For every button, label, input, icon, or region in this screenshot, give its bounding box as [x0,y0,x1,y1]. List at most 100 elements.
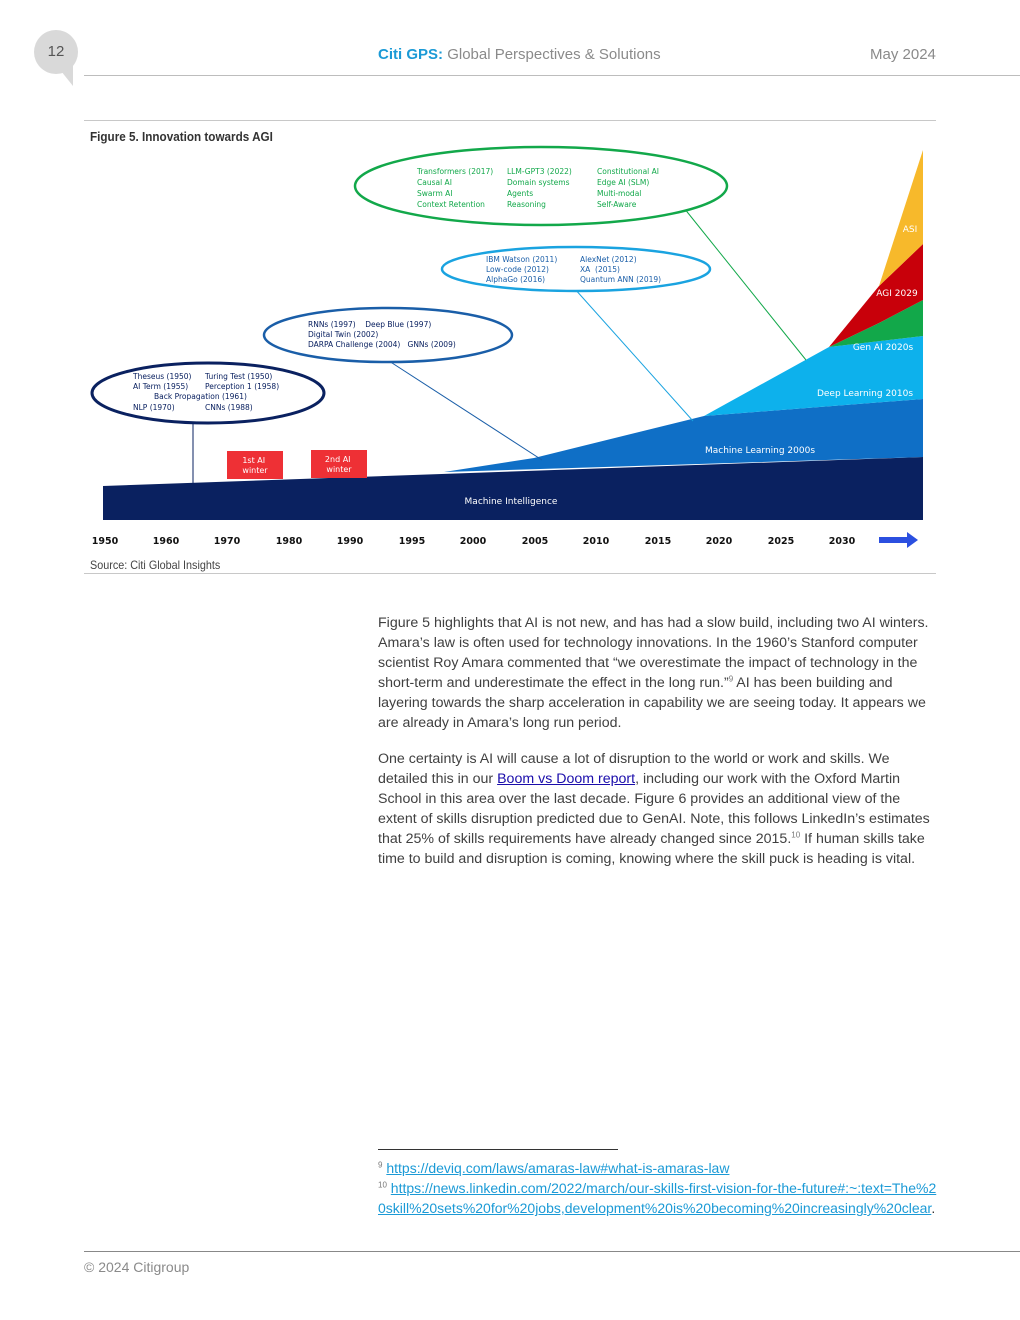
bubble-3-col1-line-2: Low-code (2012) [486,265,549,274]
bubble-2-line-1: RNNs (1997) Deep Blue (1997) [308,320,431,329]
layer-deep-learning [704,336,923,416]
label-gen-ai: Gen AI 2020s [853,343,914,353]
x-tick-label: 1960 [153,536,180,547]
paragraph-1: Figure 5 highlights that AI is not new, … [378,613,934,733]
footnote-divider [378,1149,618,1150]
x-tick-label: 1950 [92,536,119,547]
bubble-4-col2-line-3: Agents [507,189,533,198]
x-tick-label: 1970 [214,536,241,547]
x-tick-label: 2015 [645,536,671,547]
label-agi: AGI 2029 [876,289,918,299]
connector-bubble-4 [683,207,807,361]
bubble-4-col3-line-3: Multi-modal [597,189,641,198]
header-subtitle: Global Perspectives & Solutions [447,46,661,63]
bubble-4-col1-line-4: Context Retention [417,200,485,209]
copyright: © 2024 Citigroup [84,1259,190,1275]
running-header: Citi GPS: Global Perspectives & Solution… [378,46,661,63]
layer-gen-ai [784,300,923,378]
layer-machine-intelligence [103,457,923,520]
x-tick-label: 2030 [829,536,856,547]
connector-bubble-3 [573,287,694,422]
label-deep-learning: Deep Learning 2010s [817,389,913,399]
bubble-4-col1-line-3: Swarm AI [417,189,452,198]
x-tick-label: 1980 [276,536,303,547]
bubble-4-col3-line-1: Constitutional AI [597,167,659,176]
bubble-1-col1-line-1: Theseus (1950) [132,372,192,381]
bubble-3-col1-line-3: AlphaGo (2016) [486,275,545,284]
x-tick-label: 2010 [583,536,610,547]
footnote-10: 10 https://news.linkedin.com/2022/march/… [378,1178,938,1218]
bubble-2-text: RNNs (1997) Deep Blue (1997) Digital Twi… [308,320,456,349]
bubble-4-outline [353,145,729,227]
x-tick-label: 2000 [460,536,487,547]
bubble-1-col2-line-3: CNNs (1988) [205,403,253,412]
bubble-3-col1-line-1: IBM Watson (2011) [486,255,557,264]
bubble-1-center-line: Back Propagation (1961) [154,392,247,401]
footnotes: 9 https://deviq.com/laws/amaras-law#what… [378,1158,938,1218]
bubble-4-text: Transformers (2017) Causal AI Swarm AI C… [416,167,659,209]
bubble-1-col1-line-3: NLP (1970) [133,403,175,412]
future-arrow-icon [879,532,918,548]
footnote-ref-9[interactable]: 9 [728,674,734,684]
bubble-3-col2-line-1: AlexNet (2012) [580,255,637,264]
figure-top-divider [84,120,936,121]
bubble-1-col2-line-1: Turing Test (1950) [204,372,272,381]
paragraph-1-text-b: AI has been building and layering toward… [378,675,926,731]
paragraph-2-text-a: One certainty is AI will cause a lot of … [378,751,890,787]
bubble-4-col3-line-2: Edge AI (SLM) [597,178,649,187]
label-machine-learning: Machine Learning 2000s [705,446,815,456]
footnote-10-link[interactable]: https://news.linkedin.com/2022/march/our… [378,1180,937,1216]
footnote-10-end: . [931,1200,936,1216]
winter-2-line-2: winter [326,465,352,474]
bubble-3-col2-line-3: Quantum ANN (2019) [580,275,661,284]
winter-1-line-1: 1st AI [242,456,265,465]
layer-agi [829,244,923,347]
paragraph-2: One certainty is AI will cause a lot of … [378,749,934,869]
paragraph-2-text-c: If human skills take time to build and d… [378,831,925,867]
paragraph-2-text-b: , including our work with the Oxford Mar… [378,771,930,847]
bubble-4-col2-line-1: LLM-GPT3 (2022) [507,167,572,176]
x-tick-label: 1990 [337,536,364,547]
label-asi: ASI [903,225,918,235]
brand-name: Citi GPS: [378,46,444,63]
x-axis-labels: 1950 1960 1970 1980 1990 1995 2000 2005 … [92,536,856,547]
bubble-3-text: IBM Watson (2011) Low-code (2012) AlphaG… [486,255,661,284]
x-tick-label: 2025 [768,536,794,547]
connector-bubble-2 [388,360,543,461]
bubble-4-col1-line-1: Transformers (2017) [416,167,493,176]
boom-vs-doom-link[interactable]: Boom vs Doom report [497,771,636,787]
bubble-4-col2-line-4: Reasoning [507,200,546,209]
x-tick-label: 1995 [399,536,425,547]
x-tick-label: 2020 [706,536,733,547]
footnote-9-link[interactable]: https://deviq.com/laws/amaras-law#what-i… [386,1160,730,1176]
bubble-1-col2-line-2: Perception 1 (1958) [205,382,279,391]
footnote-10-number: 10 [378,1180,387,1190]
winter-2-box [311,450,367,478]
bubble-2-line-2: Digital Twin (2002) [308,330,378,339]
header-divider [84,75,1020,76]
bubble-3-col2-line-2: XA (2015) [580,265,620,274]
figure-source: Source: Citi Global Insights [90,558,221,572]
layer-machine-learning [444,399,923,472]
label-machine-intelligence: Machine Intelligence [465,497,558,507]
innovation-chart: Machine Intelligence Machine Learning 20… [90,145,923,548]
layer-asi [879,150,923,286]
paragraph-1-text-a: Figure 5 highlights that AI is not new, … [378,615,929,691]
footnote-9-number: 9 [378,1160,383,1170]
page-number: 12 [34,30,78,74]
footer-divider [84,1251,1020,1252]
footnote-ref-10[interactable]: 10 [791,830,801,840]
x-tick-label: 2005 [522,536,548,547]
winter-2-label: 2nd AI winter [325,455,353,474]
winter-1-line-2: winter [242,466,268,475]
bubble-4-col2-line-2: Domain systems [507,178,570,187]
winter-1-label: 1st AI winter [242,456,268,475]
bubble-4-col3-line-4: Self-Aware [597,200,637,209]
body-text: Figure 5 highlights that AI is not new, … [378,613,934,885]
bubble-2-outline [262,306,514,364]
header-date: May 2024 [870,46,936,63]
winter-2-line-1: 2nd AI [325,455,351,464]
winter-1-box [227,451,283,479]
bubble-1-text: Theseus (1950) AI Term (1955) NLP (1970)… [132,372,279,412]
bubble-1-outline [90,361,326,425]
